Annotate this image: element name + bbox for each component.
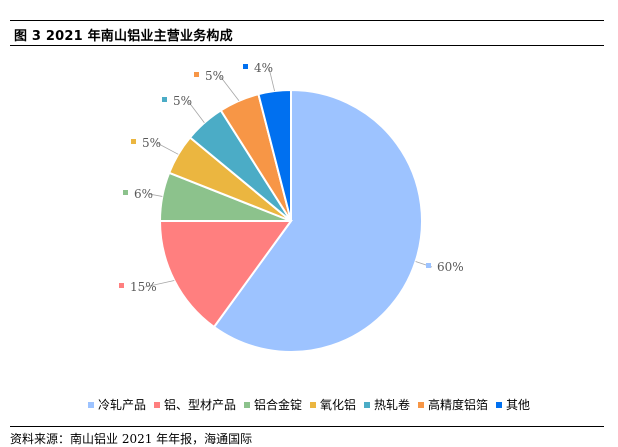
label-marker-5 (194, 72, 199, 77)
title-bar: 图 3 2021 年南山铝业主营业务构成 (10, 20, 604, 46)
legend-item-0: 冷轧产品 (87, 396, 146, 413)
legend-label-0: 冷轧产品 (97, 398, 146, 412)
label-marker-2 (123, 190, 128, 195)
data-label-2: 6% (134, 187, 153, 201)
legend-item-1: 铝、型材产品 (153, 396, 236, 413)
data-label-0: 60% (437, 260, 464, 274)
data-label-6: 4% (254, 61, 273, 75)
legend-item-5: 高精度铝箔 (418, 396, 488, 413)
leader-line-2 (148, 193, 163, 197)
label-marker-3 (131, 139, 136, 144)
data-label-4: 5% (173, 94, 192, 108)
legend-swatch-4 (364, 402, 370, 408)
label-marker-4 (162, 97, 167, 102)
pie-chart: 60% 15% 6% 5% 5% 5% 4% (119, 61, 464, 353)
legend-label-2: 铝合金锭 (253, 398, 302, 412)
legend-item-4: 热轧卷 (364, 396, 410, 413)
chart-legend: 冷轧产品 铝、型材产品 铝合金锭 氧化铝 热轧卷 高精度铝箔 其他 (0, 396, 618, 413)
legend-swatch-3 (309, 402, 316, 408)
legend-swatch-1 (153, 402, 160, 408)
leader-line-4 (187, 100, 205, 123)
label-marker-6 (243, 64, 248, 69)
leader-line-6 (268, 67, 275, 92)
data-label-5: 5% (205, 69, 224, 83)
legend-item-6: 其他 (496, 396, 530, 413)
legend-label-1: 铝、型材产品 (163, 398, 236, 412)
source-bar: 资料来源：南山铝业 2021 年年报，海通国际 (10, 426, 604, 446)
legend-swatch-0 (87, 402, 94, 408)
leader-line-5 (219, 75, 240, 102)
leader-line-3 (156, 142, 179, 155)
source-note: 资料来源：南山铝业 2021 年年报，海通国际 (10, 432, 253, 446)
leader-line-1 (144, 280, 175, 288)
data-label-1: 15% (130, 280, 157, 294)
legend-label-3: 氧化铝 (319, 398, 356, 412)
legend-item-3: 氧化铝 (309, 396, 356, 413)
legend-item-2: 铝合金锭 (243, 396, 302, 413)
legend-swatch-5 (418, 402, 425, 408)
pie-slice-6 (257, 88, 292, 222)
legend-swatch-6 (496, 402, 503, 408)
label-marker-1 (119, 283, 124, 288)
legend-label-4: 热轧卷 (374, 398, 411, 412)
data-label-3: 5% (142, 136, 161, 150)
legend-swatch-2 (243, 402, 250, 408)
pie-slice-1 (158, 220, 293, 329)
legend-label-6: 其他 (506, 398, 531, 412)
label-marker-0 (426, 263, 431, 268)
chart-title: 图 3 2021 年南山铝业主营业务构成 (14, 29, 233, 44)
legend-label-5: 高精度铝箔 (428, 398, 489, 412)
